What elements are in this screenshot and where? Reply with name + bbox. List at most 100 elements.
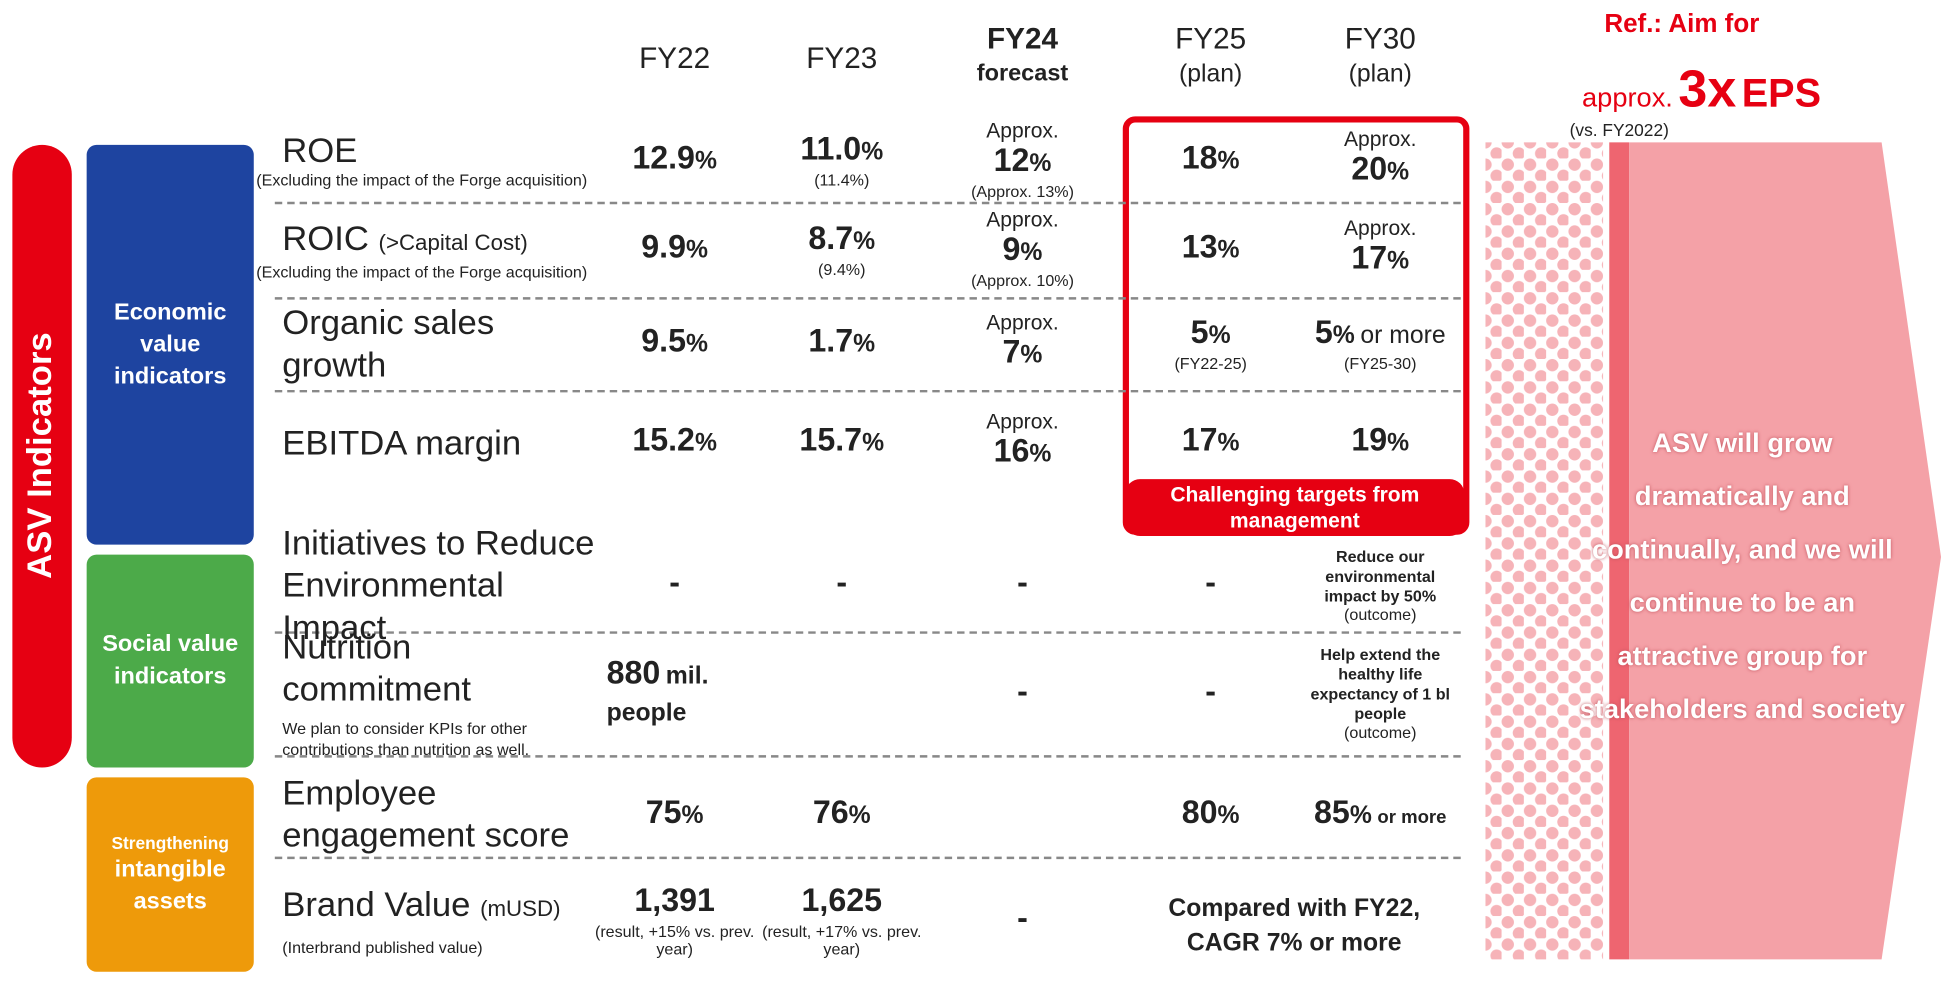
row-label: Employee engagement score — [282, 772, 604, 856]
cell-main: - — [1205, 673, 1216, 714]
cell-prefix: Approx. — [986, 209, 1059, 231]
cell-note: (FY25-30) — [1344, 355, 1416, 372]
cell-prefix: Approx. — [986, 411, 1059, 433]
cell-main: 9% — [1003, 231, 1043, 272]
cell-value: - — [1205, 672, 1216, 709]
group-social: Social value indicators — [87, 555, 254, 768]
cell-value: 7 — [1003, 333, 1021, 370]
cell-unit: % — [1218, 430, 1240, 457]
cell: Approx.9%(Approx. 10%) — [936, 202, 1109, 297]
cell-main: - — [1205, 564, 1216, 605]
cell: 9.5% — [588, 297, 761, 390]
row-label: Brand Value (mUSD) (Interbrand published … — [282, 857, 604, 984]
cell-unit: % — [1218, 147, 1240, 174]
row-label-text: ROE — [282, 131, 357, 169]
cell-unit: % — [1350, 802, 1372, 829]
cell: 19% — [1294, 390, 1467, 495]
cell-main: 17% — [1351, 240, 1409, 281]
cell-value: - — [836, 563, 847, 600]
row-label-text: ROIC — [282, 219, 369, 257]
cell-main: 76% — [813, 794, 871, 835]
cell-unit: % — [849, 802, 871, 829]
cell-main: 16% — [994, 433, 1052, 474]
row-label: EBITDA margin — [282, 390, 604, 495]
cell-main: 12% — [994, 142, 1052, 183]
cell: 76% — [755, 772, 928, 856]
cell-main: - — [669, 564, 680, 605]
cell-main: 15.2% — [632, 422, 717, 463]
group-label: Economic value indicators — [87, 296, 254, 393]
cell-unit: % — [1218, 802, 1240, 829]
cell-main: 1,391 — [634, 883, 715, 924]
column-sub: forecast — [936, 57, 1109, 92]
cell-unit: % — [695, 147, 717, 174]
cell-main: 5% or more — [1315, 314, 1446, 355]
cell-prefix: Approx. — [986, 312, 1059, 334]
group-economic: Economic value indicators — [87, 145, 254, 545]
cell-unit: % — [686, 331, 708, 358]
cell: Approx.20% — [1294, 118, 1467, 202]
cell: 13% — [1124, 202, 1297, 297]
cell-main: - — [1017, 673, 1028, 714]
row-sublabel: (Interbrand published value) — [282, 936, 604, 957]
group-label: Social value indicators — [87, 629, 254, 693]
cell-unit: % — [1387, 158, 1409, 185]
cell-unit: % — [1029, 441, 1051, 468]
column-label: FY22 — [639, 42, 710, 75]
row-label-text: Organic sales growth — [282, 303, 494, 383]
row-label-line: Brand Value (mUSD) — [282, 883, 604, 929]
cell-main: 1,625 — [801, 883, 882, 924]
cell-value: 15.2 — [632, 421, 695, 458]
cell-value: 880 — [607, 653, 661, 690]
slide: ASV Indicators Economic value indicators… — [0, 0, 1941, 984]
cell: 1,391(result, +15% vs. prev. year) — [588, 857, 761, 984]
cell: 9.9% — [588, 202, 761, 297]
cell-value: 15.7 — [799, 421, 862, 458]
cell-value: 9 — [1003, 230, 1021, 267]
cell-unit: % — [1020, 342, 1042, 369]
row-label: ROE(Excluding the impact of the Forge ac… — [282, 118, 604, 202]
cell-note: (FY22-25) — [1174, 355, 1246, 372]
cell: 5%(FY22-25) — [1124, 297, 1297, 390]
cell: 15.7% — [755, 390, 928, 495]
cell-unit: % — [1333, 322, 1355, 349]
cell: - — [936, 631, 1109, 755]
ref-big: 3x — [1678, 59, 1736, 117]
arrow-text: ASV will grow dramatically and continual… — [1578, 416, 1906, 735]
cell-main: 17% — [1182, 422, 1240, 463]
cell: 85% or more — [1294, 772, 1467, 856]
cell-prefix: Approx. — [1344, 218, 1417, 240]
cell-value: 85 — [1314, 793, 1350, 830]
column-sub: (plan) — [1124, 57, 1297, 92]
cell-post: or more — [1377, 806, 1446, 827]
cell-note: (outcome) — [1344, 606, 1416, 623]
cell-value: - — [1205, 563, 1216, 600]
row-label-line: ROIC (>Capital Cost) — [282, 218, 604, 264]
cell: 12.9% — [588, 118, 761, 202]
row-label-line: Employee engagement score — [282, 772, 604, 856]
cell: 15.2% — [588, 390, 761, 495]
column-label: FY24 — [987, 22, 1058, 55]
column-header: FY25(plan) — [1124, 22, 1297, 91]
cell-main: 85% or more — [1314, 794, 1446, 835]
row-label-line: EBITDA margin — [282, 422, 604, 464]
row-label: Initiatives to Reduce Environmental Impa… — [282, 538, 604, 631]
cell-unit: % — [1387, 430, 1409, 457]
cell-value: 20 — [1351, 149, 1387, 186]
cell-main: 11.0% — [800, 131, 883, 172]
cell-value: 17 — [1351, 239, 1387, 276]
cell-note: (11.4%) — [814, 171, 869, 188]
ref-line1: Ref.: Aim for — [1604, 10, 1802, 40]
cell-value: 16 — [994, 432, 1030, 469]
column-header: FY23 — [755, 42, 928, 77]
ref-note: (vs. FY2022) — [1570, 120, 1669, 140]
cell: 18% — [1124, 118, 1297, 202]
cell: - — [588, 538, 761, 631]
cell-value: 5 — [1191, 313, 1209, 350]
cell-value: 12 — [994, 141, 1030, 178]
cell-main: 20% — [1351, 150, 1409, 191]
cell-unit: % — [695, 430, 717, 457]
cell: Help extend the healthy life expectancy … — [1299, 631, 1462, 755]
cell-text: Help extend the healthy life expectancy … — [1299, 645, 1462, 724]
